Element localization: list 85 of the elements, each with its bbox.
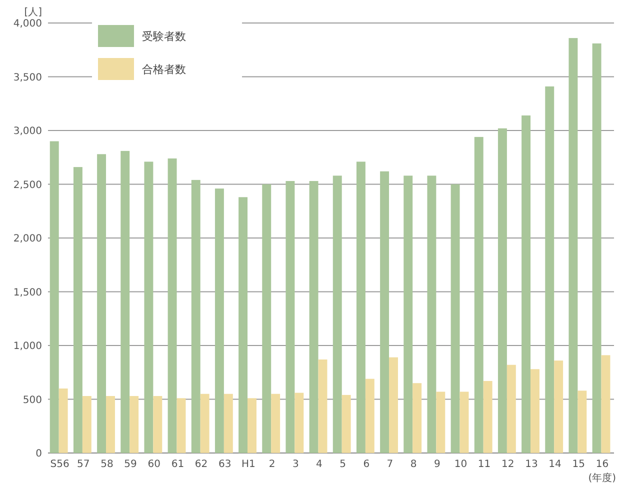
bar [82,396,92,453]
x-tick-label: 9 [434,459,440,470]
bar [130,396,139,453]
bar [427,176,436,453]
x-tick-label: 58 [100,459,114,470]
bar [97,154,106,453]
bar [365,378,374,453]
y-tick-label: 2,000 [13,234,42,244]
bar [120,150,130,453]
bar [168,158,177,453]
x-tick-label: 13 [525,459,538,470]
bar [592,43,602,453]
bar [436,392,446,453]
x-tick-label: 62 [194,459,208,470]
x-tick-label: 4 [316,459,322,470]
bar [506,364,516,453]
bar [578,390,587,453]
bar [483,380,492,453]
bar [73,167,82,453]
x-tick-label: 12 [502,459,514,470]
x-tick-label: 15 [572,459,585,470]
bar [144,162,154,453]
bar [294,392,304,453]
bar [248,398,256,453]
x-axis-title: (年度) [588,472,616,484]
x-tick-label: 63 [218,459,232,470]
x-tick-label: 61 [171,459,184,470]
bar [554,360,564,453]
bar [530,369,540,453]
x-tick-label: 59 [124,459,137,470]
bar [309,181,318,453]
y-tick-label: 3,500 [13,72,42,84]
x-tick-label: H1 [242,459,256,470]
bar [214,188,224,453]
bar [200,394,210,453]
x-tick-label: 60 [148,459,160,470]
bar [474,136,484,453]
bar [498,128,507,453]
bar [522,115,531,453]
y-tick-label: 1,500 [13,287,42,298]
bar [58,388,68,453]
y-tick-label: 2,500 [13,180,42,191]
y-axis-title: [人] [24,7,42,18]
bar [389,357,398,453]
x-tick-label: 2 [268,459,276,470]
bar [191,180,200,453]
y-tick-label: 4,000 [13,18,42,30]
x-tick-label: S56 [50,459,70,470]
x-tick-label: 10 [454,459,468,470]
bar [153,396,162,453]
bar [176,398,186,453]
bar [601,355,610,453]
x-tick-label: 14 [548,459,562,470]
bar [545,86,554,453]
bar [271,394,280,453]
bar [380,171,390,453]
bar [50,141,59,453]
bar [106,396,115,453]
bar [568,38,578,453]
bar [286,181,295,453]
x-tick-label: 5 [340,459,346,470]
x-tick-label: 11 [478,459,491,470]
x-tick-label: 16 [596,459,609,470]
y-tick-label: 0 [36,448,42,460]
y-tick-label: 1,000 [13,341,42,352]
bar [412,383,422,453]
bar [404,176,413,453]
x-tick-label: 3 [292,459,299,470]
x-tick-label: 7 [386,459,394,470]
x-tick-label: 8 [410,459,417,470]
x-tick-label: 57 [77,459,90,470]
y-tick-label: 3,000 [13,126,42,137]
bar [238,197,248,453]
bar [318,359,328,453]
y-tick-label: 500 [22,394,42,406]
bar [460,392,469,453]
legend-label: 合格者数 [142,63,186,76]
bar [262,184,272,453]
bar [332,176,342,453]
bar [356,162,366,453]
bar [224,394,233,453]
x-tick-label: 6 [363,459,370,470]
legend-label: 受験者数 [142,30,186,43]
bar [342,394,351,453]
bar [450,184,460,453]
